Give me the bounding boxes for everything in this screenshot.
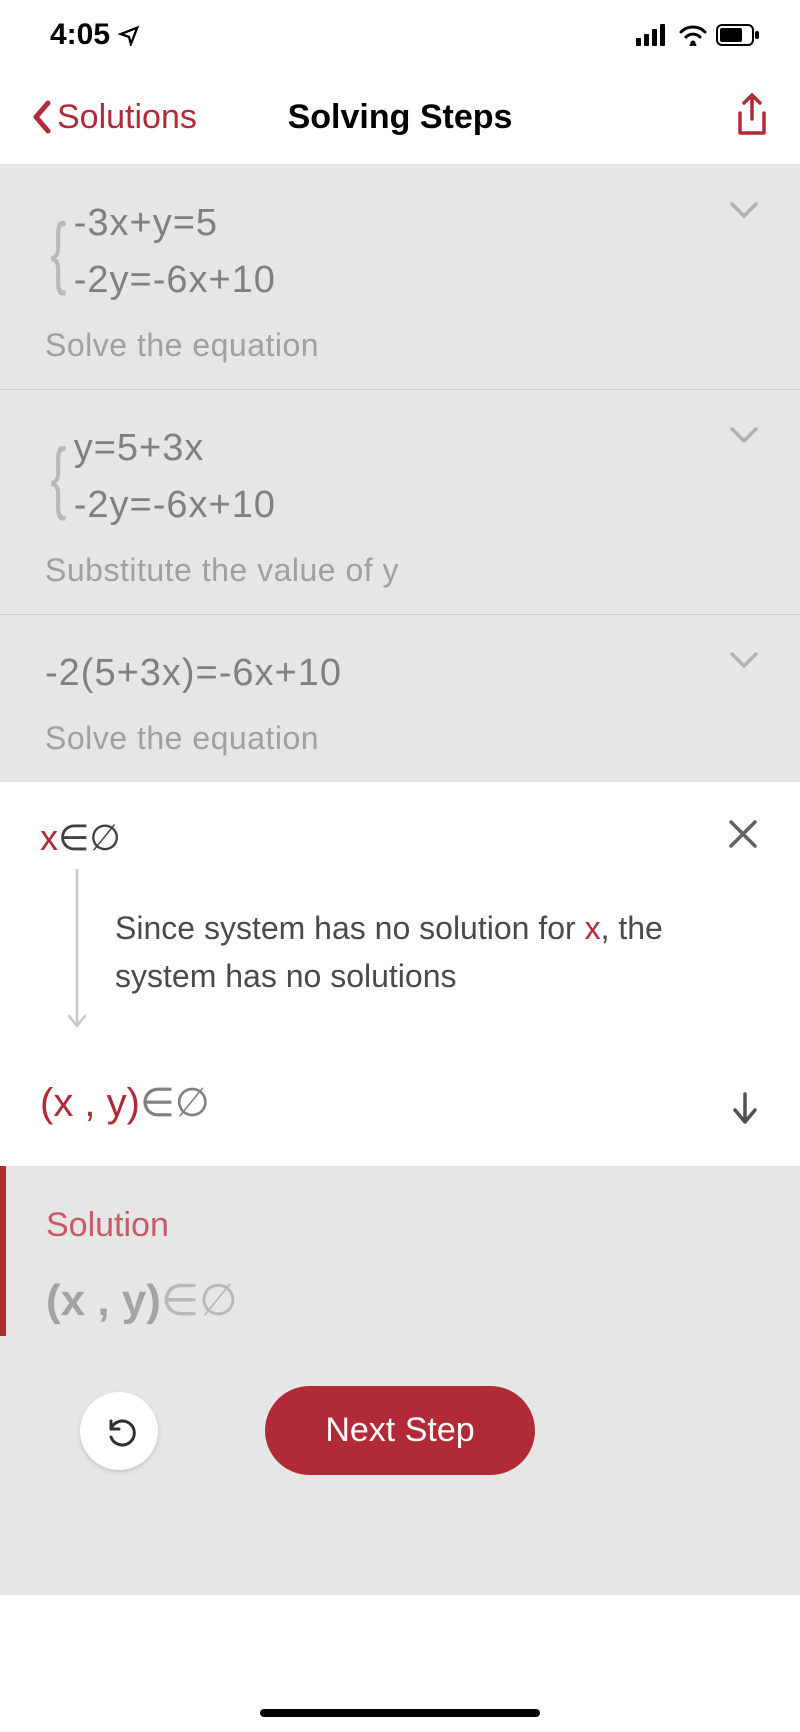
chevron-down-icon[interactable] bbox=[728, 650, 760, 670]
math-expression: -2(5+3x)=-6x+10 bbox=[45, 645, 755, 702]
status-indicators bbox=[636, 24, 760, 46]
nav-bar: Solutions Solving Steps bbox=[0, 70, 800, 165]
close-icon bbox=[726, 817, 760, 851]
step-description: Solve the equation bbox=[45, 327, 755, 364]
active-step-panel: x∈∅ Since system has no solution for x, … bbox=[0, 782, 800, 1166]
active-math-top: x∈∅ bbox=[40, 817, 760, 859]
chevron-down-icon[interactable] bbox=[728, 425, 760, 445]
signal-icon bbox=[636, 24, 670, 46]
share-icon bbox=[734, 93, 770, 137]
step-description: Solve the equation bbox=[45, 720, 755, 757]
math-expression: -2y=-6x+10 bbox=[74, 252, 276, 309]
flow-arrow-icon bbox=[65, 869, 89, 1034]
close-button[interactable] bbox=[726, 817, 760, 856]
home-indicator[interactable] bbox=[260, 1709, 540, 1717]
steps-list: { -3x+y=5 -2y=-6x+10 Solve the equation … bbox=[0, 165, 800, 782]
chevron-down-icon[interactable] bbox=[728, 200, 760, 220]
math-expression: -2y=-6x+10 bbox=[74, 477, 276, 534]
chevron-left-icon bbox=[30, 99, 52, 135]
location-icon bbox=[118, 24, 140, 46]
step-item[interactable]: { y=5+3x -2y=-6x+10 Substitute the value… bbox=[0, 390, 800, 615]
wifi-icon bbox=[678, 24, 708, 46]
back-label: Solutions bbox=[57, 98, 197, 137]
undo-icon bbox=[101, 1413, 137, 1449]
back-button[interactable]: Solutions bbox=[30, 98, 197, 137]
status-bar: 4:05 bbox=[0, 0, 800, 70]
share-button[interactable] bbox=[734, 93, 770, 142]
status-time: 4:05 bbox=[50, 18, 110, 52]
undo-button[interactable] bbox=[80, 1392, 158, 1470]
solution-math: (x , y)∈∅ bbox=[46, 1275, 760, 1326]
next-step-button[interactable]: Next Step bbox=[265, 1386, 534, 1475]
scroll-down-button[interactable] bbox=[730, 1090, 760, 1131]
arrow-down-icon bbox=[730, 1090, 760, 1126]
active-math-result: (x , y)∈∅ bbox=[40, 1080, 760, 1126]
battery-icon bbox=[716, 24, 760, 46]
solution-label: Solution bbox=[46, 1206, 760, 1245]
step-item[interactable]: { -3x+y=5 -2y=-6x+10 Solve the equation bbox=[0, 165, 800, 390]
page-title: Solving Steps bbox=[288, 98, 513, 137]
solution-section: Solution (x , y)∈∅ bbox=[0, 1166, 800, 1336]
brace-icon: { bbox=[50, 437, 66, 517]
step-description: Substitute the value of y bbox=[45, 552, 755, 589]
step-explanation: Since system has no solution for x, the … bbox=[115, 904, 760, 1000]
math-expression: -3x+y=5 bbox=[74, 195, 276, 252]
step-item[interactable]: -2(5+3x)=-6x+10 Solve the equation bbox=[0, 615, 800, 782]
math-expression: y=5+3x bbox=[74, 420, 276, 477]
brace-icon: { bbox=[50, 212, 66, 292]
bottom-toolbar: Next Step bbox=[0, 1336, 800, 1595]
